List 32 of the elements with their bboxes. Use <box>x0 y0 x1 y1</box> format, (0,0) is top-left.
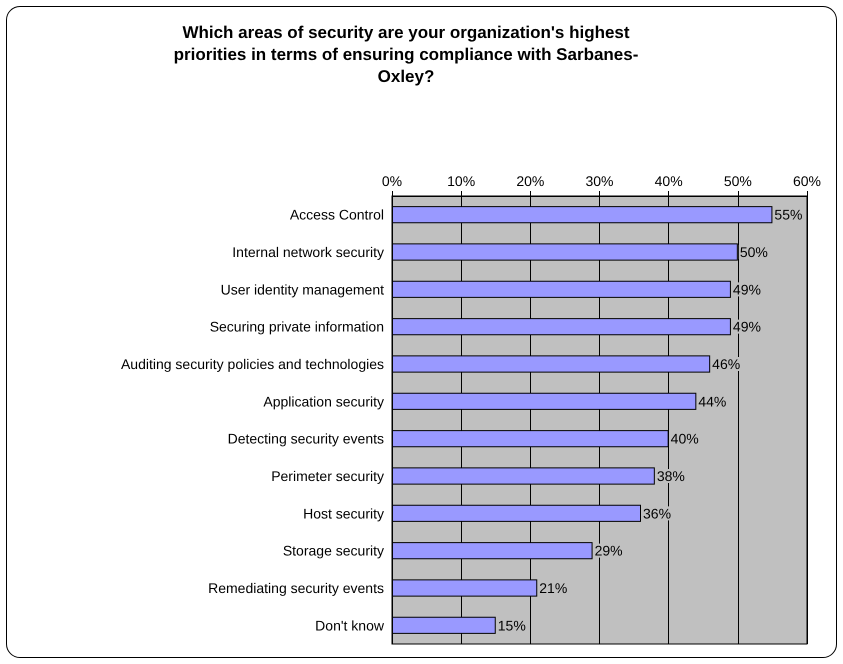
y-tick-label: Remediating security events <box>208 580 384 596</box>
data-label: 49% <box>732 318 761 335</box>
data-label: 36% <box>643 505 672 522</box>
data-label: 46% <box>712 356 740 372</box>
data-label: 15% <box>498 617 526 634</box>
data-label: 55% <box>774 206 802 223</box>
y-tick-label: Host security <box>303 505 384 522</box>
data-label: 38% <box>656 468 685 484</box>
x-tick-label: 40% <box>654 173 683 189</box>
x-tick-label: 20% <box>516 173 544 189</box>
data-label: 50% <box>740 244 768 260</box>
data-label: 40% <box>670 430 699 447</box>
y-tick-label: Internal network security <box>232 244 384 260</box>
x-tick-label: 30% <box>585 173 614 189</box>
y-tick-label: Perimeter security <box>271 468 384 484</box>
chart-title: Which areas of security are your organization's highest priorities in terms of ensuring compliance with Sarbanes-Oxley? <box>172 22 640 88</box>
y-tick-label: Storage security <box>282 542 384 559</box>
y-tick-label: Access Control <box>290 206 384 223</box>
data-label: 21% <box>539 580 568 596</box>
y-tick-label: Don't know <box>315 617 385 634</box>
data-label: 49% <box>732 281 761 298</box>
x-tick-label: 0% <box>382 173 402 189</box>
data-label: 29% <box>594 542 623 559</box>
y-tick-label: Detecting security events <box>228 430 384 447</box>
data-label: 44% <box>698 393 726 410</box>
y-tick-label: Application security <box>263 393 384 410</box>
y-tick-label: User identity management <box>220 281 384 298</box>
y-tick-label: Auditing security policies and technologies <box>120 356 384 372</box>
x-tick-label: 10% <box>447 173 476 189</box>
x-tick-label: 60% <box>792 173 822 189</box>
y-tick-label: Securing private information <box>210 318 384 335</box>
x-tick-label: 50% <box>724 173 752 189</box>
